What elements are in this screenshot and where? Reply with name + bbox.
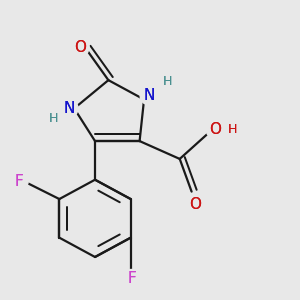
Text: F: F <box>127 271 136 286</box>
Text: H: H <box>163 75 172 88</box>
Circle shape <box>206 120 224 138</box>
Text: O: O <box>209 122 221 137</box>
Circle shape <box>159 73 177 91</box>
Text: O: O <box>74 40 86 55</box>
Text: O: O <box>190 197 202 212</box>
Text: N: N <box>143 88 155 104</box>
Text: N: N <box>64 101 75 116</box>
Circle shape <box>44 110 62 128</box>
Circle shape <box>224 120 242 138</box>
Circle shape <box>140 87 158 105</box>
Text: O: O <box>74 40 86 55</box>
Circle shape <box>10 172 28 190</box>
Text: H: H <box>49 112 58 125</box>
Text: F: F <box>15 174 24 189</box>
Text: H: H <box>228 123 237 136</box>
Circle shape <box>71 38 89 56</box>
Text: F: F <box>15 174 24 189</box>
Text: H: H <box>49 112 58 125</box>
Circle shape <box>60 100 78 117</box>
Text: H: H <box>163 75 172 88</box>
Circle shape <box>123 269 140 287</box>
Text: H: H <box>228 123 237 136</box>
Text: O: O <box>190 197 202 212</box>
Text: N: N <box>64 101 75 116</box>
Text: N: N <box>143 88 155 104</box>
Text: O: O <box>209 122 221 137</box>
Circle shape <box>187 196 204 214</box>
Text: F: F <box>127 271 136 286</box>
